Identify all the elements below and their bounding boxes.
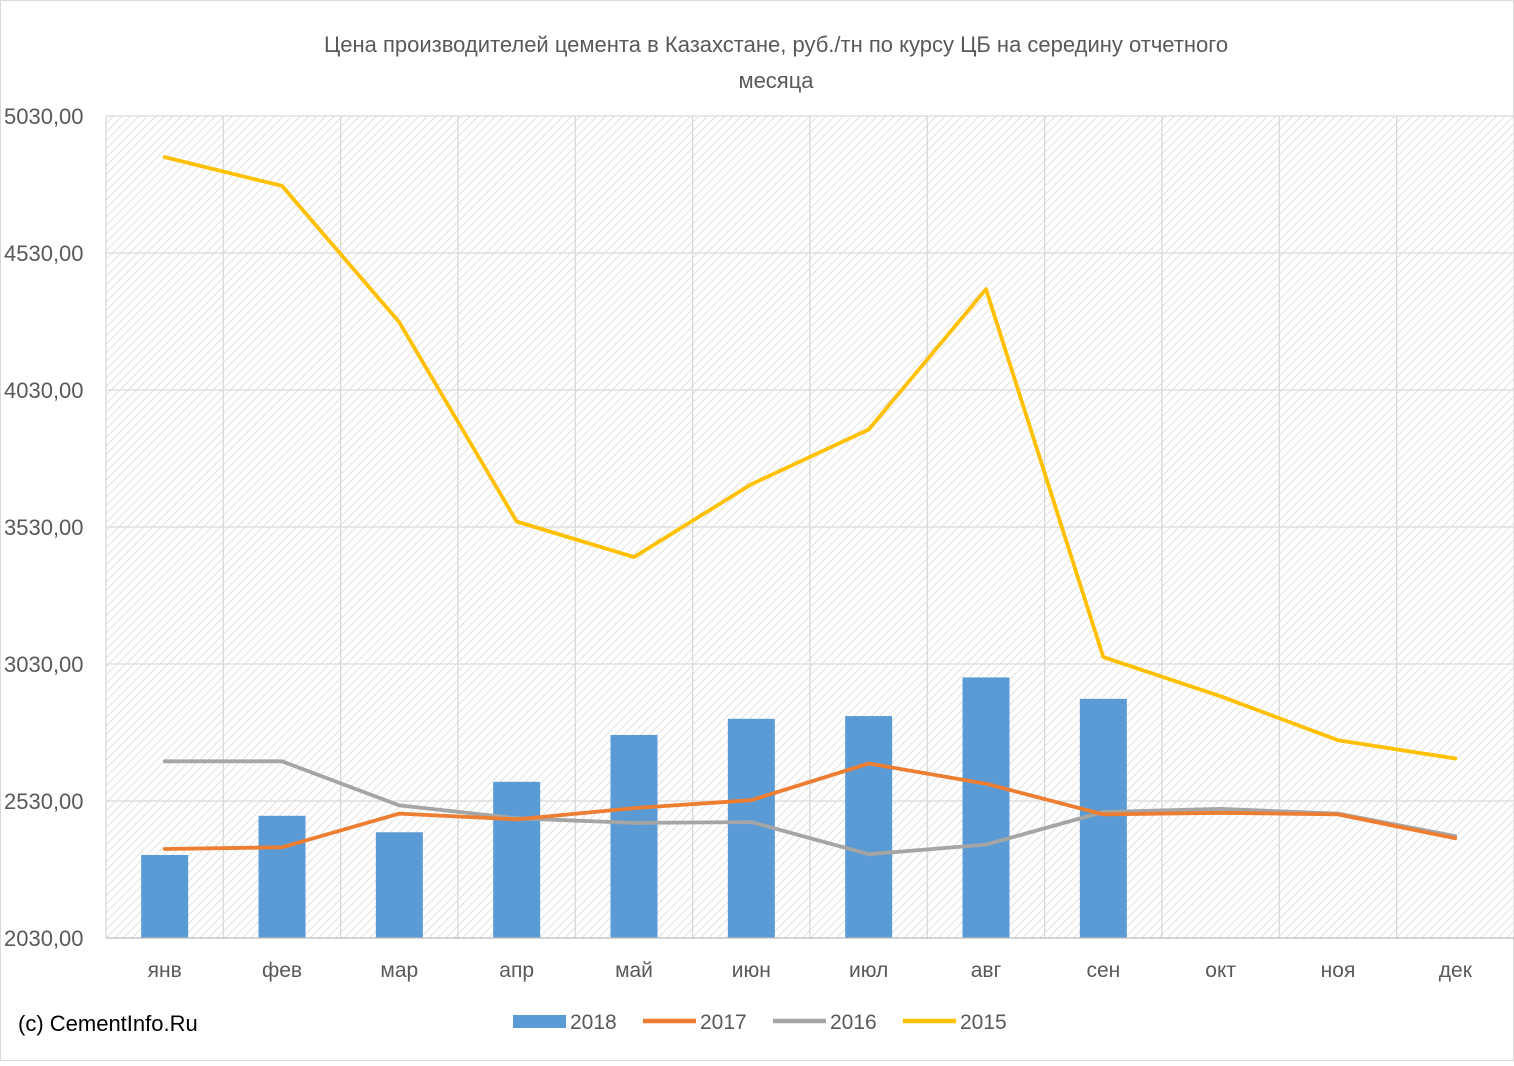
- x-axis: янв фев мар апр май июн июл авг сен окт ноя дек: [106, 937, 1514, 982]
- legend-label-2016: 2016: [830, 1011, 877, 1034]
- x-tick-label: июн: [732, 959, 771, 982]
- line-2015: [162, 155, 1458, 761]
- legend-label-2017: 2017: [700, 1011, 747, 1034]
- bar-2018-сен: [1079, 698, 1127, 938]
- line-2017: [162, 761, 1458, 851]
- x-tick-label: мар: [380, 959, 418, 982]
- bar-2018-мар: [375, 832, 423, 938]
- legend: 2018 2017 2016 2015: [513, 1011, 1007, 1034]
- legend-swatch-2018: [513, 1015, 566, 1028]
- x-tick-label: май: [615, 959, 653, 982]
- bar-2018-фев: [258, 815, 306, 938]
- y-tick-label: 4530,00: [4, 241, 84, 266]
- bar-2018-авг: [962, 677, 1010, 938]
- x-tick-label: ноя: [1321, 959, 1356, 982]
- legend-label-2018: 2018: [570, 1011, 617, 1034]
- x-tick-label: авг: [971, 959, 1002, 982]
- bar-2018-июл: [845, 716, 893, 938]
- bar-2018-июн: [727, 718, 775, 938]
- x-tick-label: окт: [1205, 959, 1236, 982]
- x-tick-label: июл: [849, 959, 888, 982]
- line-series: [162, 155, 1458, 857]
- bar-2018-апр: [493, 781, 541, 938]
- chart-title-line-1: Цена производителей цемента в Казахстане…: [324, 32, 1228, 57]
- bar-2018-май: [610, 734, 658, 938]
- y-axis: 2030,00 2530,00 3030,00 3530,00 4030,00 4530,…: [4, 104, 84, 951]
- y-tick-label: 4030,00: [4, 378, 84, 403]
- y-tick-label: 2030,00: [4, 926, 84, 951]
- bar-2018-янв: [141, 854, 189, 938]
- line-2016: [162, 759, 1458, 857]
- bar-series-2018: [141, 677, 1127, 938]
- y-tick-label: 3530,00: [4, 515, 84, 540]
- legend-label-2015: 2015: [960, 1011, 1007, 1034]
- x-tick-label: фев: [262, 959, 302, 982]
- x-tick-label: янв: [148, 959, 182, 982]
- y-tick-label: 5030,00: [4, 104, 84, 129]
- copyright-text: (c) CementInfo.Ru: [18, 1011, 198, 1036]
- chart-title-line-2: месяца: [738, 68, 814, 93]
- y-tick-label: 3030,00: [4, 652, 84, 677]
- x-tick-label: сен: [1086, 959, 1120, 982]
- y-tick-label: 2530,00: [4, 789, 84, 814]
- x-tick-label: дек: [1439, 959, 1473, 982]
- x-tick-label: апр: [499, 959, 534, 982]
